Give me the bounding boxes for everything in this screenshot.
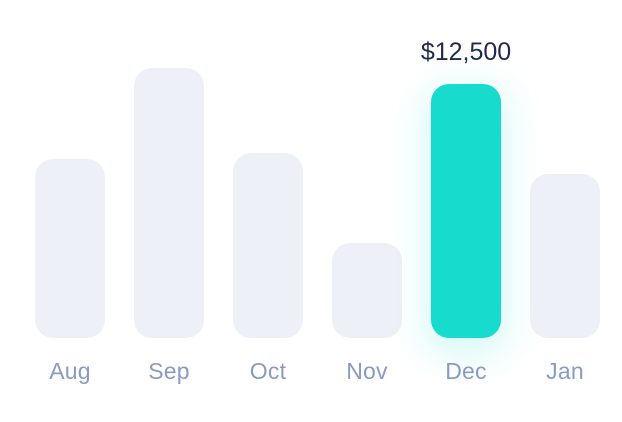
x-tick-label-oct: Oct — [249, 358, 287, 384]
x-tick-label-sep: Sep — [148, 358, 190, 384]
bar-nov[interactable] — [332, 243, 402, 338]
x-tick-label-jan: Jan — [546, 358, 584, 384]
x-tick-label-aug: Aug — [49, 358, 91, 384]
x-tick-label-dec: Dec — [445, 358, 487, 384]
value-label-dec: $12,500 — [420, 38, 512, 66]
bar-aug[interactable] — [35, 159, 105, 338]
bar-oct[interactable] — [233, 153, 303, 338]
x-tick-label-nov: Nov — [346, 358, 388, 384]
bar-sep[interactable] — [134, 68, 204, 338]
bar-dec[interactable] — [431, 84, 501, 338]
bar-jan[interactable] — [530, 174, 600, 338]
